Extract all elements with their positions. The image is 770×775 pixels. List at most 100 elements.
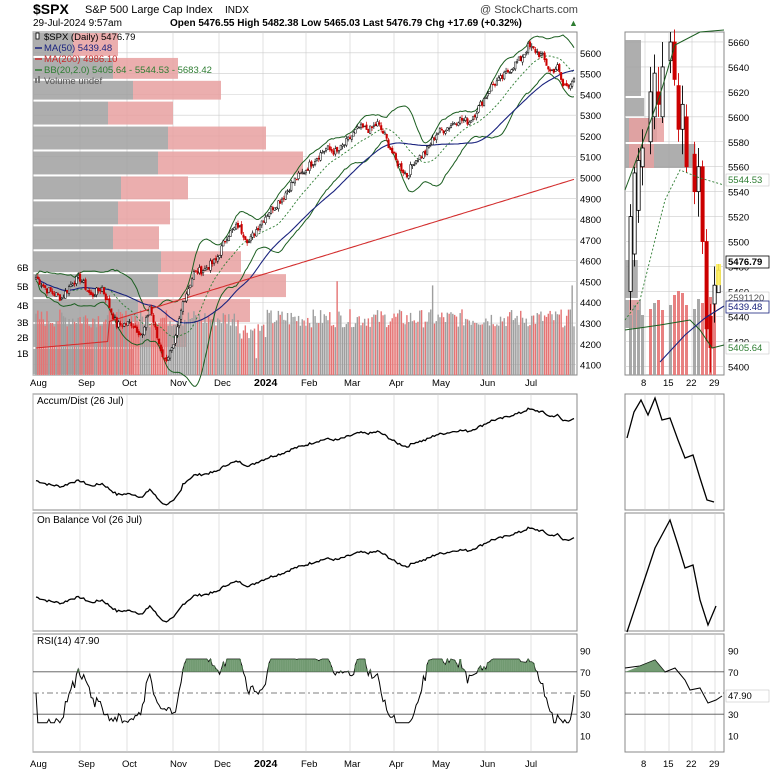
rsi-label: RSI(14) 47.90	[37, 636, 100, 647]
price-tick-label: 4700	[580, 236, 601, 247]
volume-by-price-bar	[33, 151, 158, 174]
volume-bar	[294, 317, 295, 375]
candle-body	[531, 46, 533, 47]
candle-body	[197, 271, 199, 273]
volume-bar	[346, 324, 347, 375]
volume-bar	[257, 324, 258, 375]
candle-body	[263, 222, 265, 223]
candle-body	[478, 106, 480, 112]
candle-body	[252, 233, 254, 237]
volume-bar	[557, 314, 558, 375]
candle-body	[458, 123, 460, 126]
watermark: @ StockCharts.com	[480, 4, 578, 16]
zoom-price-tick-label: 5520	[728, 213, 749, 224]
candle-body	[158, 339, 160, 344]
volume-bar	[564, 326, 565, 375]
volume-bar	[338, 312, 339, 375]
candle-body	[202, 271, 204, 273]
candle-body	[379, 123, 381, 125]
candle-body	[61, 298, 63, 299]
volume-bar	[382, 315, 383, 375]
candle-body	[72, 284, 74, 285]
volume-bar	[289, 324, 290, 375]
candle-body	[267, 216, 269, 217]
candle-body	[487, 94, 489, 96]
candle-body	[447, 128, 449, 131]
volume-bar	[560, 310, 561, 375]
candle-body	[364, 126, 366, 127]
price-tick-label: 4800	[580, 215, 601, 226]
volume-bar	[274, 322, 275, 375]
volume-bar	[311, 327, 312, 375]
candle-body	[323, 151, 325, 152]
zoom-volume-bar	[653, 303, 656, 375]
price-tick-label: 4500	[580, 277, 601, 288]
candle-body	[140, 334, 142, 335]
candle-body	[511, 70, 513, 73]
candle-body	[278, 201, 280, 209]
price-callout: 5439.48	[728, 302, 762, 313]
candle-body	[368, 129, 370, 132]
volume-bar	[401, 311, 402, 375]
legend-swatch	[36, 33, 39, 39]
volume-bar	[268, 313, 269, 375]
zoom-price-tick-label: 5400	[728, 362, 749, 373]
candle-body	[527, 43, 529, 53]
volume-bar	[219, 320, 220, 375]
candle-body	[557, 65, 559, 70]
candle-body	[340, 145, 342, 149]
candle-body	[116, 318, 118, 328]
zoom-candle-body	[677, 86, 680, 130]
candle-body	[485, 97, 487, 99]
volume-bar	[538, 314, 539, 375]
volume-bar	[101, 326, 102, 375]
volume-bar	[344, 327, 345, 375]
price-tick-label: 5600	[580, 49, 601, 60]
candle-body	[37, 277, 39, 279]
candle-body	[439, 129, 441, 132]
candle-body	[329, 147, 331, 150]
volume-bar	[140, 310, 141, 375]
candle-body	[289, 191, 291, 192]
x-tick-label: Jun	[480, 759, 495, 770]
rsi-overbought-fill	[366, 668, 368, 671]
volume-bar	[74, 322, 75, 375]
candle-body	[492, 84, 494, 85]
zoom-price-tick-label: 5640	[728, 63, 749, 74]
zoom-candle-body	[693, 154, 696, 191]
candle-body	[191, 279, 193, 286]
zoom-candle-body	[641, 148, 644, 167]
legend-label: Volume undef	[44, 76, 102, 87]
rsi-overbought-fill	[340, 671, 342, 672]
candle-body	[226, 239, 228, 240]
volume-bar	[272, 323, 273, 375]
volume-bar	[353, 327, 354, 375]
zoom-price-tick-label: 5580	[728, 138, 749, 149]
candle-body	[246, 240, 248, 243]
candle-body	[270, 206, 272, 213]
candle-body	[408, 176, 410, 179]
candle-body	[298, 173, 300, 179]
volume-bar	[127, 327, 128, 375]
volume-bar	[270, 310, 271, 375]
x-tick-label: 2024	[254, 377, 278, 389]
volume-bar	[417, 322, 418, 375]
rsi-overbought-fill	[241, 665, 243, 671]
volume-bar	[544, 315, 545, 375]
volume-bar	[83, 317, 84, 375]
candle-body	[134, 326, 136, 328]
volume-bar	[335, 327, 336, 375]
zoom-volume-bar	[693, 309, 696, 375]
volume-bar	[65, 318, 66, 375]
zoom-volume-bar	[669, 305, 672, 375]
candle-body	[123, 323, 125, 326]
candle-body	[303, 173, 305, 174]
volume-bar	[439, 317, 440, 375]
candle-body	[301, 172, 303, 173]
candle-body	[559, 64, 561, 71]
candle-body	[279, 201, 281, 204]
volume-bar	[518, 325, 519, 375]
volume-bar	[44, 326, 45, 375]
volume-tick-label: 1B	[17, 349, 29, 360]
volume-bar	[72, 319, 73, 375]
